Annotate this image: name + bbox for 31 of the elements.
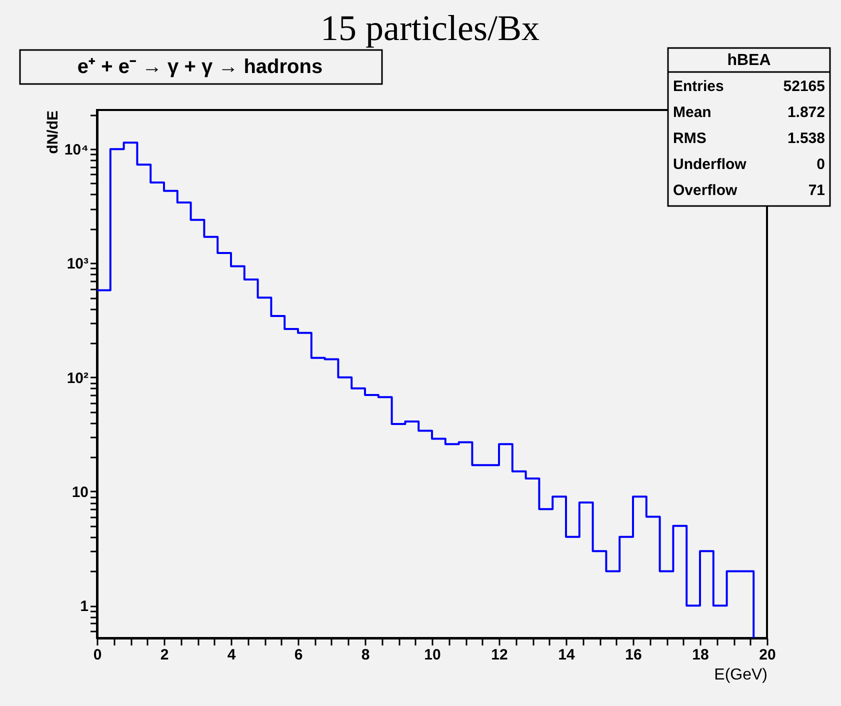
y-tick-label: 10	[72, 484, 88, 501]
x-tick-label: 20	[759, 646, 776, 664]
text: 1.872	[787, 104, 825, 121]
x-tick-label: 12	[491, 646, 508, 664]
x-tick-label: 0	[93, 646, 102, 664]
text: Entries	[673, 78, 724, 95]
y-axis-title: dN/dE	[44, 110, 62, 154]
text: 52165	[783, 78, 825, 95]
x-tick-label: 18	[692, 646, 709, 664]
x-tick-label: 2	[160, 646, 169, 664]
annotation: Underflow	[673, 156, 747, 173]
text: hBEA	[727, 52, 772, 69]
x-tick-label: 6	[294, 646, 303, 664]
annotation: Mean	[673, 104, 712, 121]
y-tick-label: 10³	[66, 256, 88, 273]
y-tick-label: 10⁴	[64, 142, 88, 159]
x-tick-label: 14	[558, 646, 576, 664]
text: 1.538	[787, 130, 825, 147]
x-tick-label: 4	[227, 646, 236, 664]
x-tick-label: 16	[625, 646, 642, 664]
chart-subtitle: e⁺ + e⁻ → γ + γ → hadrons	[77, 56, 323, 78]
annotation: Overflow	[673, 182, 738, 199]
chart-title: 15 particles/Bx	[320, 8, 540, 48]
y-tick-label: 1	[80, 598, 88, 616]
x-tick-label: 8	[361, 646, 370, 664]
x-axis-title: E(GeV)	[714, 666, 768, 684]
text: 0	[816, 156, 825, 173]
text: 71	[808, 182, 825, 199]
y-tick-label: 10²	[66, 370, 88, 387]
annotation: RMS	[673, 130, 706, 147]
x-tick-label: 10	[424, 646, 441, 664]
